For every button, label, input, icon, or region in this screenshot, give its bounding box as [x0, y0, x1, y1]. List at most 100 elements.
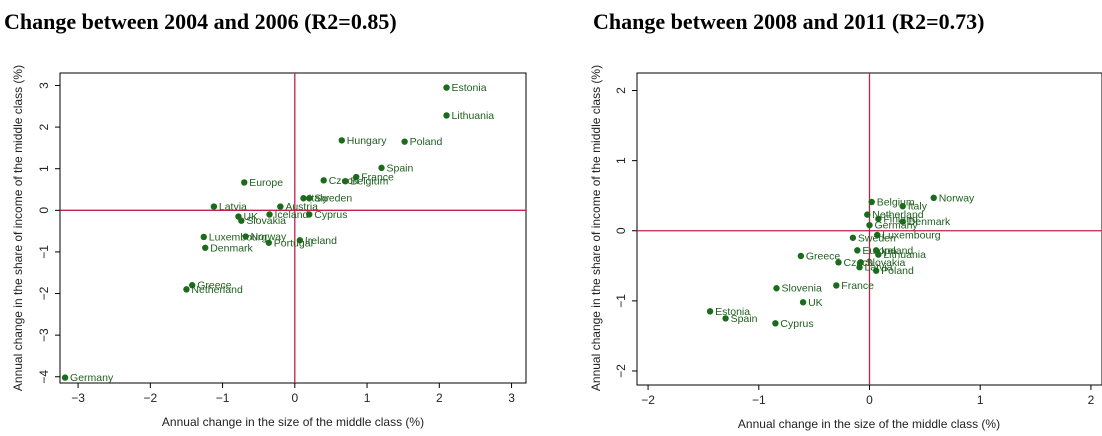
y-axis-title: Annual change in the share of income of …	[589, 65, 603, 391]
data-point	[378, 164, 385, 172]
x-axis-title: Annual change in the size of the middle …	[162, 415, 424, 429]
x-tick-label: −1	[752, 393, 766, 407]
data-point	[849, 234, 857, 241]
data-point	[864, 211, 871, 218]
point-label: Slovenia	[782, 283, 822, 295]
point-label: UK	[243, 211, 258, 223]
point-label: Denmark	[908, 216, 951, 228]
chart-title: Change between 2008 and 2011 (R2=0.73)	[593, 9, 984, 34]
data-point	[854, 247, 861, 254]
point-label: Sweden	[858, 232, 896, 244]
point-label: Europe	[862, 245, 896, 257]
data-point	[866, 221, 873, 229]
y-tick-label: 2	[614, 87, 628, 94]
data-point	[799, 299, 807, 306]
point-label: Estonia	[715, 306, 750, 318]
point-label: Poland	[410, 136, 443, 148]
point-label: Cyprus	[780, 318, 813, 330]
point-label: Italy	[908, 201, 928, 213]
point-label: Greece	[197, 280, 232, 292]
data-point	[835, 259, 842, 266]
y-tick-label: −4	[37, 370, 51, 384]
data-point	[189, 282, 196, 289]
point-label: UK	[808, 297, 823, 309]
y-axis-title: Annual change in the share of income of …	[11, 65, 25, 391]
plot-area	[59, 72, 527, 384]
data-point	[183, 286, 190, 293]
y-tick-label: −2	[614, 364, 628, 378]
data-point	[899, 218, 906, 225]
point-label: Belgium	[350, 176, 388, 188]
data-point	[874, 231, 881, 239]
point-label: Greece	[806, 250, 841, 262]
data-point	[872, 267, 880, 274]
point-label: Lithuania	[452, 110, 495, 122]
y-tick-label: −3	[37, 328, 51, 342]
x-tick-label: 2	[1088, 393, 1095, 407]
data-point	[443, 112, 450, 119]
data-point	[296, 237, 304, 244]
y-tick-label: −2	[37, 286, 51, 300]
x-tick-label: −2	[641, 393, 655, 407]
data-point	[833, 282, 840, 289]
y-tick-label: 0	[614, 227, 628, 234]
x-tick-label: 0	[866, 393, 873, 407]
data-point	[238, 217, 245, 224]
point-label: Ireland	[881, 245, 913, 257]
point-label: Lithuania	[883, 249, 926, 261]
point-label: Estonia	[452, 82, 487, 94]
data-point	[210, 203, 218, 210]
data-point	[265, 239, 272, 246]
data-point	[875, 215, 882, 223]
data-point	[200, 233, 207, 241]
point-label: Poland	[881, 265, 914, 277]
point-label: Norway	[939, 192, 975, 204]
data-point	[797, 252, 805, 260]
data-point	[277, 203, 284, 210]
point-label: Sweden	[314, 193, 352, 205]
point-label: Ireland	[305, 235, 337, 247]
point-label: Spain	[731, 313, 758, 325]
point-label: Europe	[249, 177, 283, 189]
data-point	[61, 374, 69, 381]
data-point	[306, 195, 313, 202]
data-point	[772, 320, 779, 327]
data-point	[320, 177, 327, 184]
point-label: Germany	[70, 372, 114, 384]
data-point	[443, 84, 450, 91]
point-label: Latvia	[219, 201, 247, 213]
point-label: Norway	[251, 231, 287, 243]
data-point	[706, 308, 714, 315]
point-label: France	[841, 280, 874, 292]
point-label: Italy	[308, 193, 328, 205]
data-point	[930, 194, 937, 201]
data-point	[306, 211, 313, 218]
data-point	[353, 173, 360, 181]
data-point	[856, 264, 863, 271]
chart-2004-2006: Change between 2004 and 2006 (R2=0.85) −…	[4, 9, 527, 429]
x-tick-label: 1	[977, 393, 984, 407]
y-tick-label: 3	[37, 82, 51, 89]
chart-title: Change between 2004 and 2006 (R2=0.85)	[4, 9, 397, 34]
chart-2008-2011: Change between 2008 and 2011 (R2=0.73) −…	[589, 9, 1102, 431]
x-tick-label: −3	[71, 391, 85, 405]
point-label: Latvia	[865, 262, 893, 274]
x-tick-label: 3	[508, 391, 515, 405]
y-tick-label: 0	[37, 207, 51, 214]
x-tick-label: −2	[143, 391, 157, 405]
y-tick-label: −1	[37, 245, 51, 259]
point-label: France	[361, 172, 394, 184]
x-tick-label: 2	[436, 391, 443, 405]
point-label: Portugal	[274, 237, 313, 249]
x-axis-title: Annual change in the size of the middle …	[738, 417, 1000, 431]
point-label: Netherland	[872, 209, 924, 221]
data-point	[899, 203, 906, 210]
x-tick-label: −1	[216, 391, 230, 405]
x-tick-label: 0	[291, 391, 298, 405]
point-label: Hungary	[347, 135, 387, 147]
y-tick-label: 1	[614, 157, 628, 164]
data-point	[857, 259, 864, 266]
point-label: Germany	[875, 220, 919, 232]
data-point	[342, 177, 349, 185]
